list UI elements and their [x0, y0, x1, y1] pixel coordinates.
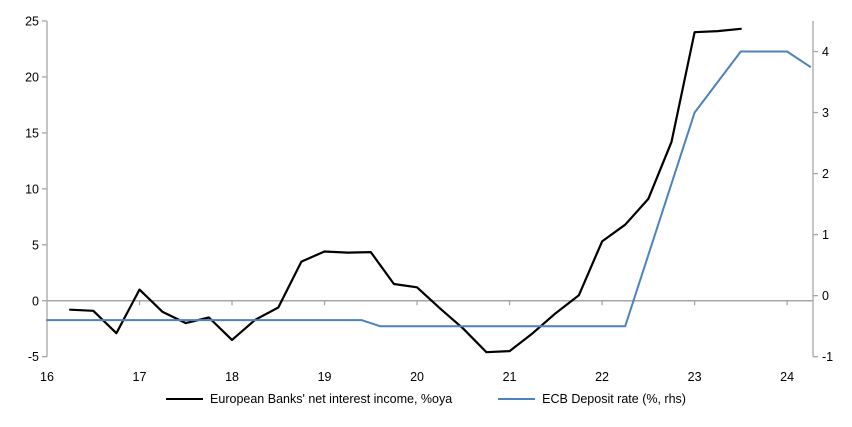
right-axis-tick-label: -1	[822, 350, 833, 364]
x-axis-tick-label: 24	[780, 370, 794, 384]
x-axis-tick-label: 18	[225, 370, 239, 384]
right-axis-tick-label: 2	[822, 167, 829, 181]
left-axis-tick-label: 15	[25, 126, 39, 140]
legend-item-ecb-deposit-rate: ECB Deposit rate (%, rhs)	[498, 392, 686, 406]
legend-label-net-interest-income: European Banks' net interest income, %oy…	[210, 392, 453, 406]
x-axis-tick-label: 19	[318, 370, 332, 384]
x-axis-tick-label: 21	[503, 370, 517, 384]
x-axis-tick-label: 17	[133, 370, 147, 384]
left-axis-tick-label: 0	[32, 294, 39, 308]
legend-item-net-interest-income: European Banks' net interest income, %oy…	[166, 392, 452, 406]
x-axis-tick-label: 22	[595, 370, 609, 384]
right-axis-tick-label: 4	[822, 45, 829, 59]
ecb-deposit-rate-line	[46, 50, 812, 328]
net-interest-income-line	[68, 27, 742, 354]
right-axis-tick-label: 1	[822, 228, 829, 242]
legend: European Banks' net interest income, %oy…	[0, 392, 852, 406]
legend-label-ecb-deposit-rate: ECB Deposit rate (%, rhs)	[542, 392, 686, 406]
legend-swatch-blue-line	[498, 398, 536, 400]
left-axis-tick-label: 20	[25, 70, 39, 84]
x-axis-tick-label: 23	[688, 370, 702, 384]
x-axis-tick-label: 20	[410, 370, 424, 384]
legend-swatch-black-line	[166, 398, 204, 400]
left-axis-tick-label: 5	[32, 238, 39, 252]
right-axis-tick-label: 3	[822, 106, 829, 120]
left-axis-tick-label: 25	[25, 15, 39, 29]
left-axis-tick-label: -5	[28, 350, 39, 364]
left-axis-tick-label: 10	[25, 182, 39, 196]
x-axis-tick-label: 16	[40, 370, 54, 384]
right-axis-tick-label: 0	[822, 289, 829, 303]
